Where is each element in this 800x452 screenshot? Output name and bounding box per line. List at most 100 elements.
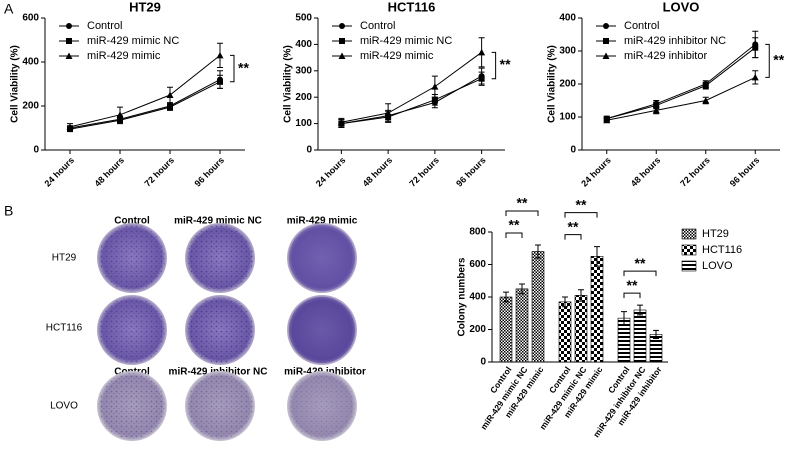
x-tick-label: 96 hours: [728, 155, 762, 189]
significance-bracket: [491, 51, 497, 80]
legend-label: miR-429 mimic NC: [360, 35, 452, 47]
bar: [531, 251, 545, 363]
marker: [603, 23, 609, 29]
marker: [167, 104, 173, 111]
x-tick-label: 72 hours: [407, 155, 441, 189]
line: [69, 79, 221, 129]
y-tick-label: 400: [469, 292, 486, 303]
significance-bracket: [765, 43, 770, 78]
bar: [590, 256, 604, 363]
y-tick-label: 300: [295, 65, 312, 76]
significance-label: **: [500, 56, 511, 72]
x-tick-label: 24 hours: [579, 155, 613, 189]
x-tick-label: 48 hours: [361, 155, 395, 189]
y-tick-label: 400: [22, 57, 39, 68]
marker: [751, 73, 759, 81]
marker: [339, 38, 345, 44]
line: [69, 81, 221, 130]
legend-label: HCT116: [702, 244, 742, 256]
y-tick-label: 300: [559, 46, 576, 57]
line: [606, 44, 756, 120]
marker: [653, 102, 660, 109]
legend-label: miR-429 mimic NC: [87, 35, 179, 47]
bar: [499, 296, 513, 363]
significance-label: **: [576, 196, 587, 212]
error-bar: [519, 283, 525, 295]
marker: [217, 78, 223, 85]
significance-label: **: [635, 255, 646, 271]
legend-swatch: [681, 260, 697, 272]
significance-bracket: [505, 210, 539, 216]
marker: [65, 52, 73, 59]
y-tick-label: 200: [22, 101, 39, 112]
marker: [216, 51, 224, 59]
marker: [752, 44, 759, 51]
legend-label: HT29: [702, 228, 729, 240]
marker: [431, 83, 439, 90]
marker: [384, 109, 392, 117]
marker: [702, 97, 710, 104]
marker: [478, 75, 485, 82]
y-axis-label: Cell Viability (%): [283, 45, 294, 123]
y-tick-label: 800: [469, 227, 486, 238]
marker: [339, 23, 345, 29]
chart-title: LOVO: [663, 0, 700, 14]
bar: [633, 309, 647, 363]
y-tick-label: 0: [570, 145, 576, 156]
marker: [603, 38, 609, 44]
colony-plates: Control miR-429 mimic NC miR-429 mimic H…: [46, 216, 366, 441]
significance-label: **: [238, 59, 249, 75]
y-tick-label: 600: [22, 13, 39, 24]
marker: [337, 118, 345, 126]
significance-bracket: [623, 270, 657, 277]
plate-row-label: HT29: [52, 253, 77, 264]
legend-label: miR-429 inhibitor NC: [624, 35, 726, 47]
line: [606, 47, 756, 120]
line: [606, 76, 756, 121]
y-tick-label: 0: [33, 145, 39, 156]
y-tick-label: 200: [559, 79, 576, 90]
y-tick-label: 0: [480, 357, 486, 368]
marker: [652, 106, 660, 114]
error-bar: [637, 304, 643, 316]
y-tick-label: 200: [295, 92, 312, 103]
significance-label: **: [517, 195, 528, 211]
plate-row-label: HCT116: [46, 323, 83, 334]
error-bar: [653, 329, 659, 339]
panel-label: A: [4, 1, 14, 17]
dishes: [97, 223, 357, 441]
significance-label: **: [627, 277, 638, 293]
marker: [338, 52, 346, 59]
y-tick-label: 600: [469, 259, 486, 270]
significance-label: **: [509, 217, 520, 233]
y-tick-label: 400: [295, 39, 312, 50]
plate-row-label: LOVO: [50, 401, 78, 412]
y-tick-label: 200: [469, 324, 486, 335]
marker: [478, 48, 486, 56]
marker: [66, 23, 72, 29]
x-tick-label: 24 hours: [314, 155, 348, 189]
x-tick-label: 72 hours: [678, 155, 712, 189]
marker: [166, 91, 174, 98]
y-tick-label: 100: [559, 112, 576, 123]
x-tick-label: 96 hours: [454, 155, 488, 189]
line: [69, 55, 221, 128]
error-bar: [594, 246, 600, 267]
y-tick-label: 500: [295, 13, 312, 24]
marker: [602, 52, 610, 59]
chart-title: HCT116: [388, 0, 436, 14]
significance-label: **: [773, 52, 784, 68]
legend-swatch: [681, 244, 697, 256]
y-tick-label: 0: [306, 145, 312, 156]
marker: [66, 123, 74, 130]
x-tick-label: 24 hours: [42, 155, 76, 189]
legend-label: LOVO: [702, 260, 733, 272]
legend-label: miR-429 inhibitor: [624, 50, 707, 62]
x-tick-label: 96 hours: [192, 155, 226, 189]
error-bar: [535, 244, 541, 259]
marker: [702, 82, 709, 89]
legend-label: Control: [624, 20, 659, 32]
plate-column-label: miR-429 mimic: [287, 216, 358, 227]
